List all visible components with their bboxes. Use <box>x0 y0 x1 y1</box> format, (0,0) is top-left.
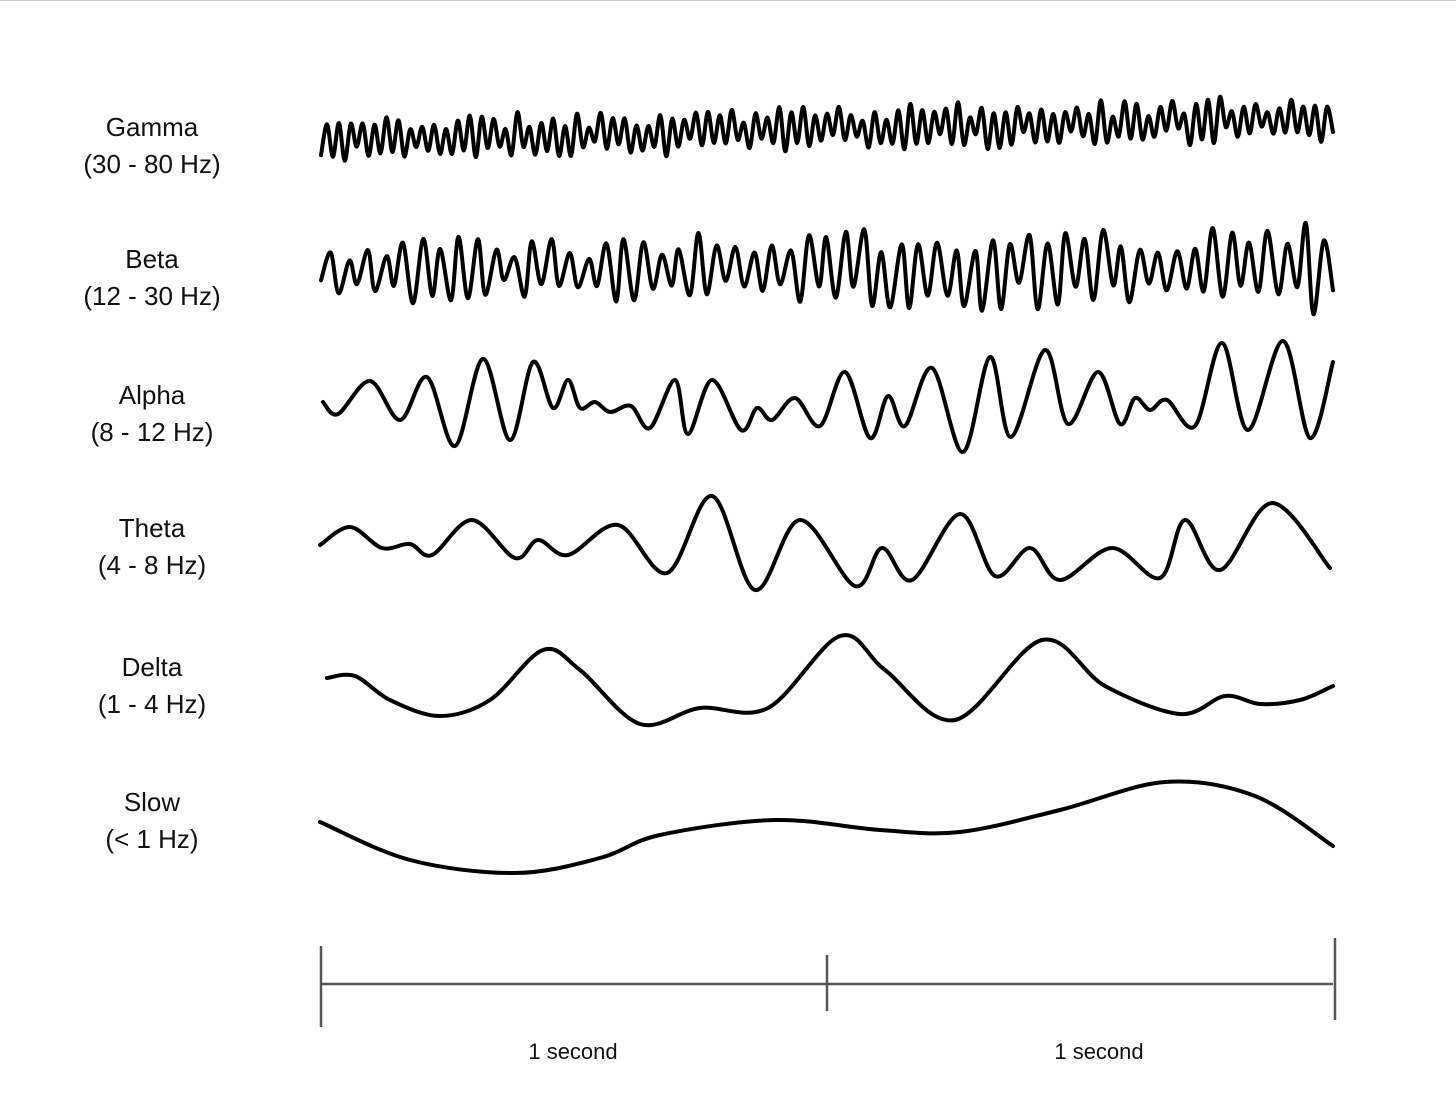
time-scale-bar: 1 second 1 second <box>319 938 1337 1064</box>
band-range-slow: (< 1 Hz) <box>105 824 198 854</box>
wave-delta <box>325 633 1335 728</box>
band-name-slow: Slow <box>124 787 181 817</box>
wave-theta <box>318 494 1332 592</box>
band-range-beta: (12 - 30 Hz) <box>83 281 220 311</box>
scale-label-second-second: 1 second <box>1054 1039 1143 1064</box>
band-range-theta: (4 - 8 Hz) <box>98 550 206 580</box>
band-labels: Gamma (30 - 80 Hz) Beta (12 - 30 Hz) Alp… <box>83 112 220 854</box>
top-border <box>0 0 1456 1</box>
wave-alpha <box>321 338 1335 455</box>
band-name-gamma: Gamma <box>106 112 199 142</box>
band-range-alpha: (8 - 12 Hz) <box>91 417 214 447</box>
wave-slow <box>318 779 1335 876</box>
band-name-beta: Beta <box>125 244 179 274</box>
wave-beta <box>319 220 1335 317</box>
band-name-alpha: Alpha <box>119 380 186 410</box>
wave-gamma <box>319 94 1335 163</box>
band-name-delta: Delta <box>122 652 183 682</box>
band-name-theta: Theta <box>119 513 186 543</box>
band-range-gamma: (30 - 80 Hz) <box>83 149 220 179</box>
scale-label-first-second: 1 second <box>528 1039 617 1064</box>
waveforms <box>318 94 1335 876</box>
band-range-delta: (1 - 4 Hz) <box>98 689 206 719</box>
